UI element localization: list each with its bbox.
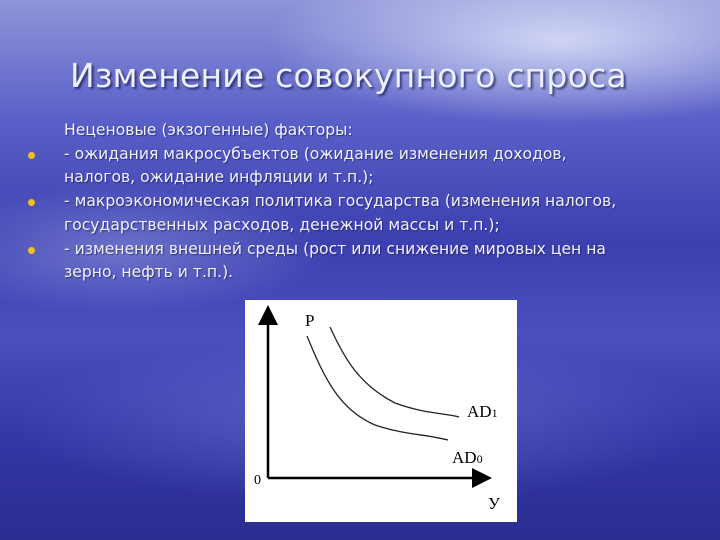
curve-label-subscript: 1 bbox=[492, 406, 498, 420]
list-item-line: налогов, ожидание инфляции и т.п.); bbox=[64, 168, 374, 187]
curve-label-subscript: 0 bbox=[477, 452, 483, 466]
list-item-line: - ожидания макросубъектов (ожидание изме… bbox=[64, 144, 567, 163]
curve-ad0 bbox=[306, 335, 449, 441]
list-item-line: - макроэкономическая политика государств… bbox=[64, 192, 617, 211]
curve-label-ad0: AD0 bbox=[452, 448, 483, 467]
y-axis-label: P bbox=[305, 311, 314, 330]
list-item-line: государственных расходов, денежной массы… bbox=[64, 215, 500, 234]
slide-title: Изменение совокупного спроса bbox=[70, 56, 627, 95]
curve-label-name: AD bbox=[452, 448, 477, 467]
origin-label: 0 bbox=[254, 473, 261, 488]
list-item: - макроэкономическая политика государств… bbox=[28, 190, 617, 237]
x-axis-label: У bbox=[488, 494, 501, 513]
curve-label-name: AD bbox=[467, 402, 492, 421]
ad-diagram-svg: P 0 У AD1 AD0 bbox=[254, 305, 501, 513]
bullet-icon bbox=[28, 199, 35, 207]
intro-text: Неценовые (экзогенные) факторы: bbox=[64, 121, 353, 139]
bullet-icon bbox=[28, 151, 35, 159]
list-item-line: зерно, нефть и т.п.). bbox=[64, 263, 234, 282]
slide-body: Неценовые (экзогенные) факторы: - ожидан… bbox=[28, 119, 617, 285]
list-item: - изменения внешней среды (рост или сниж… bbox=[28, 238, 616, 285]
bullet-icon bbox=[28, 246, 35, 254]
curve-ad1 bbox=[329, 326, 460, 418]
ad-diagram: P 0 У AD1 AD0 bbox=[245, 300, 517, 522]
curve-label-ad1: AD1 bbox=[467, 402, 498, 421]
list-item-line: - изменения внешней среды (рост или сниж… bbox=[64, 239, 606, 258]
list-item: - ожидания макросубъектов (ожидание изме… bbox=[28, 143, 616, 190]
